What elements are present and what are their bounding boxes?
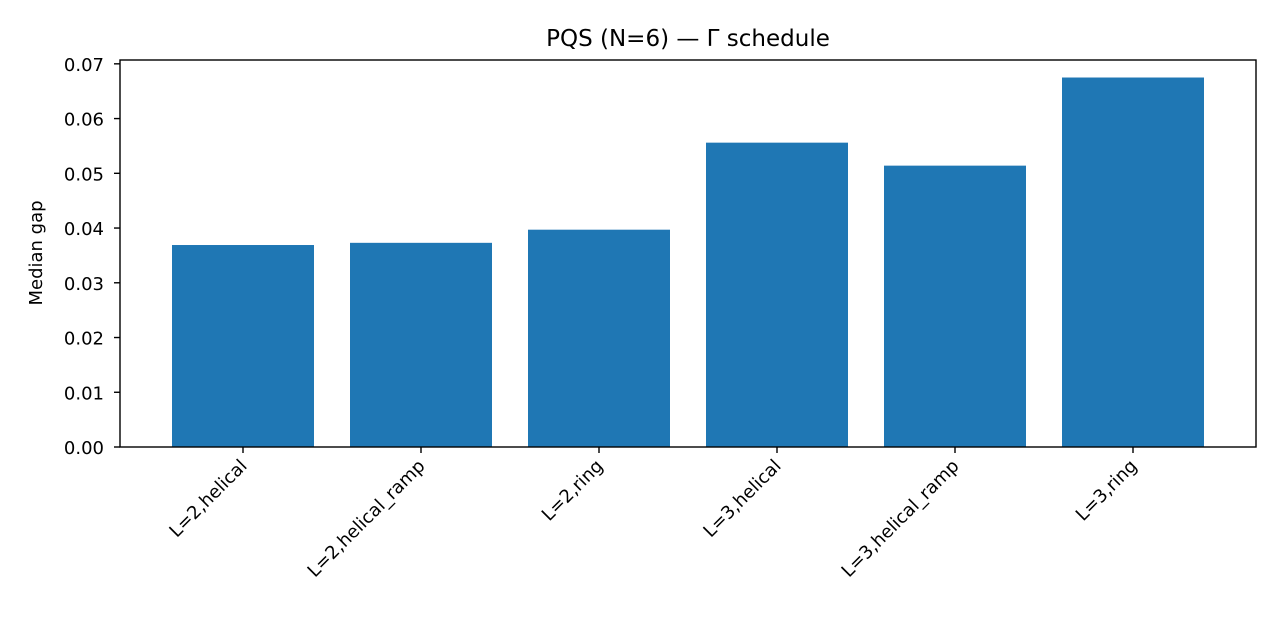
bar-2 (528, 229, 670, 447)
chart-title: PQS (N=6) — Γ schedule (546, 26, 830, 52)
plot-frame (119, 59, 1257, 448)
y-tick-label-4: 0.04 (64, 219, 104, 240)
x-tick-label-4: L=3,helical_ramp (838, 456, 964, 582)
y-tick-label-3: 0.03 (64, 274, 104, 295)
y-axis-label: Median gap (26, 200, 47, 305)
x-tick-label-1: L=2,helical_ramp (304, 456, 430, 582)
bars-group (172, 77, 1204, 448)
y-tick-label-2: 0.02 (64, 329, 104, 350)
y-tick-label-0: 0.00 (64, 438, 104, 459)
bar-0 (172, 245, 314, 447)
x-tick-label-0: L=2,helical (165, 456, 251, 542)
bar-5 (1062, 77, 1204, 447)
x-tick-label-3: L=3,helical (699, 456, 785, 542)
y-tick-label-5: 0.05 (64, 164, 104, 185)
y-tick-label-6: 0.06 (64, 110, 104, 131)
bar-1 (350, 242, 492, 447)
x-ticks-group: L=2,helical L=2,helical_ramp L=2,ring L=3,h… (165, 447, 1142, 582)
y-tick-label-7: 0.07 (64, 55, 104, 76)
bar-3 (706, 142, 848, 447)
y-tick-label-1: 0.01 (64, 383, 104, 404)
x-tick-label-2: L=2,ring (538, 456, 608, 526)
bar-4 (884, 165, 1026, 448)
x-tick-label-5: L=3,ring (1072, 456, 1142, 526)
y-ticks-group: 0.00 0.01 0.02 0.03 0.04 0.05 0.06 0.07 (64, 55, 120, 459)
